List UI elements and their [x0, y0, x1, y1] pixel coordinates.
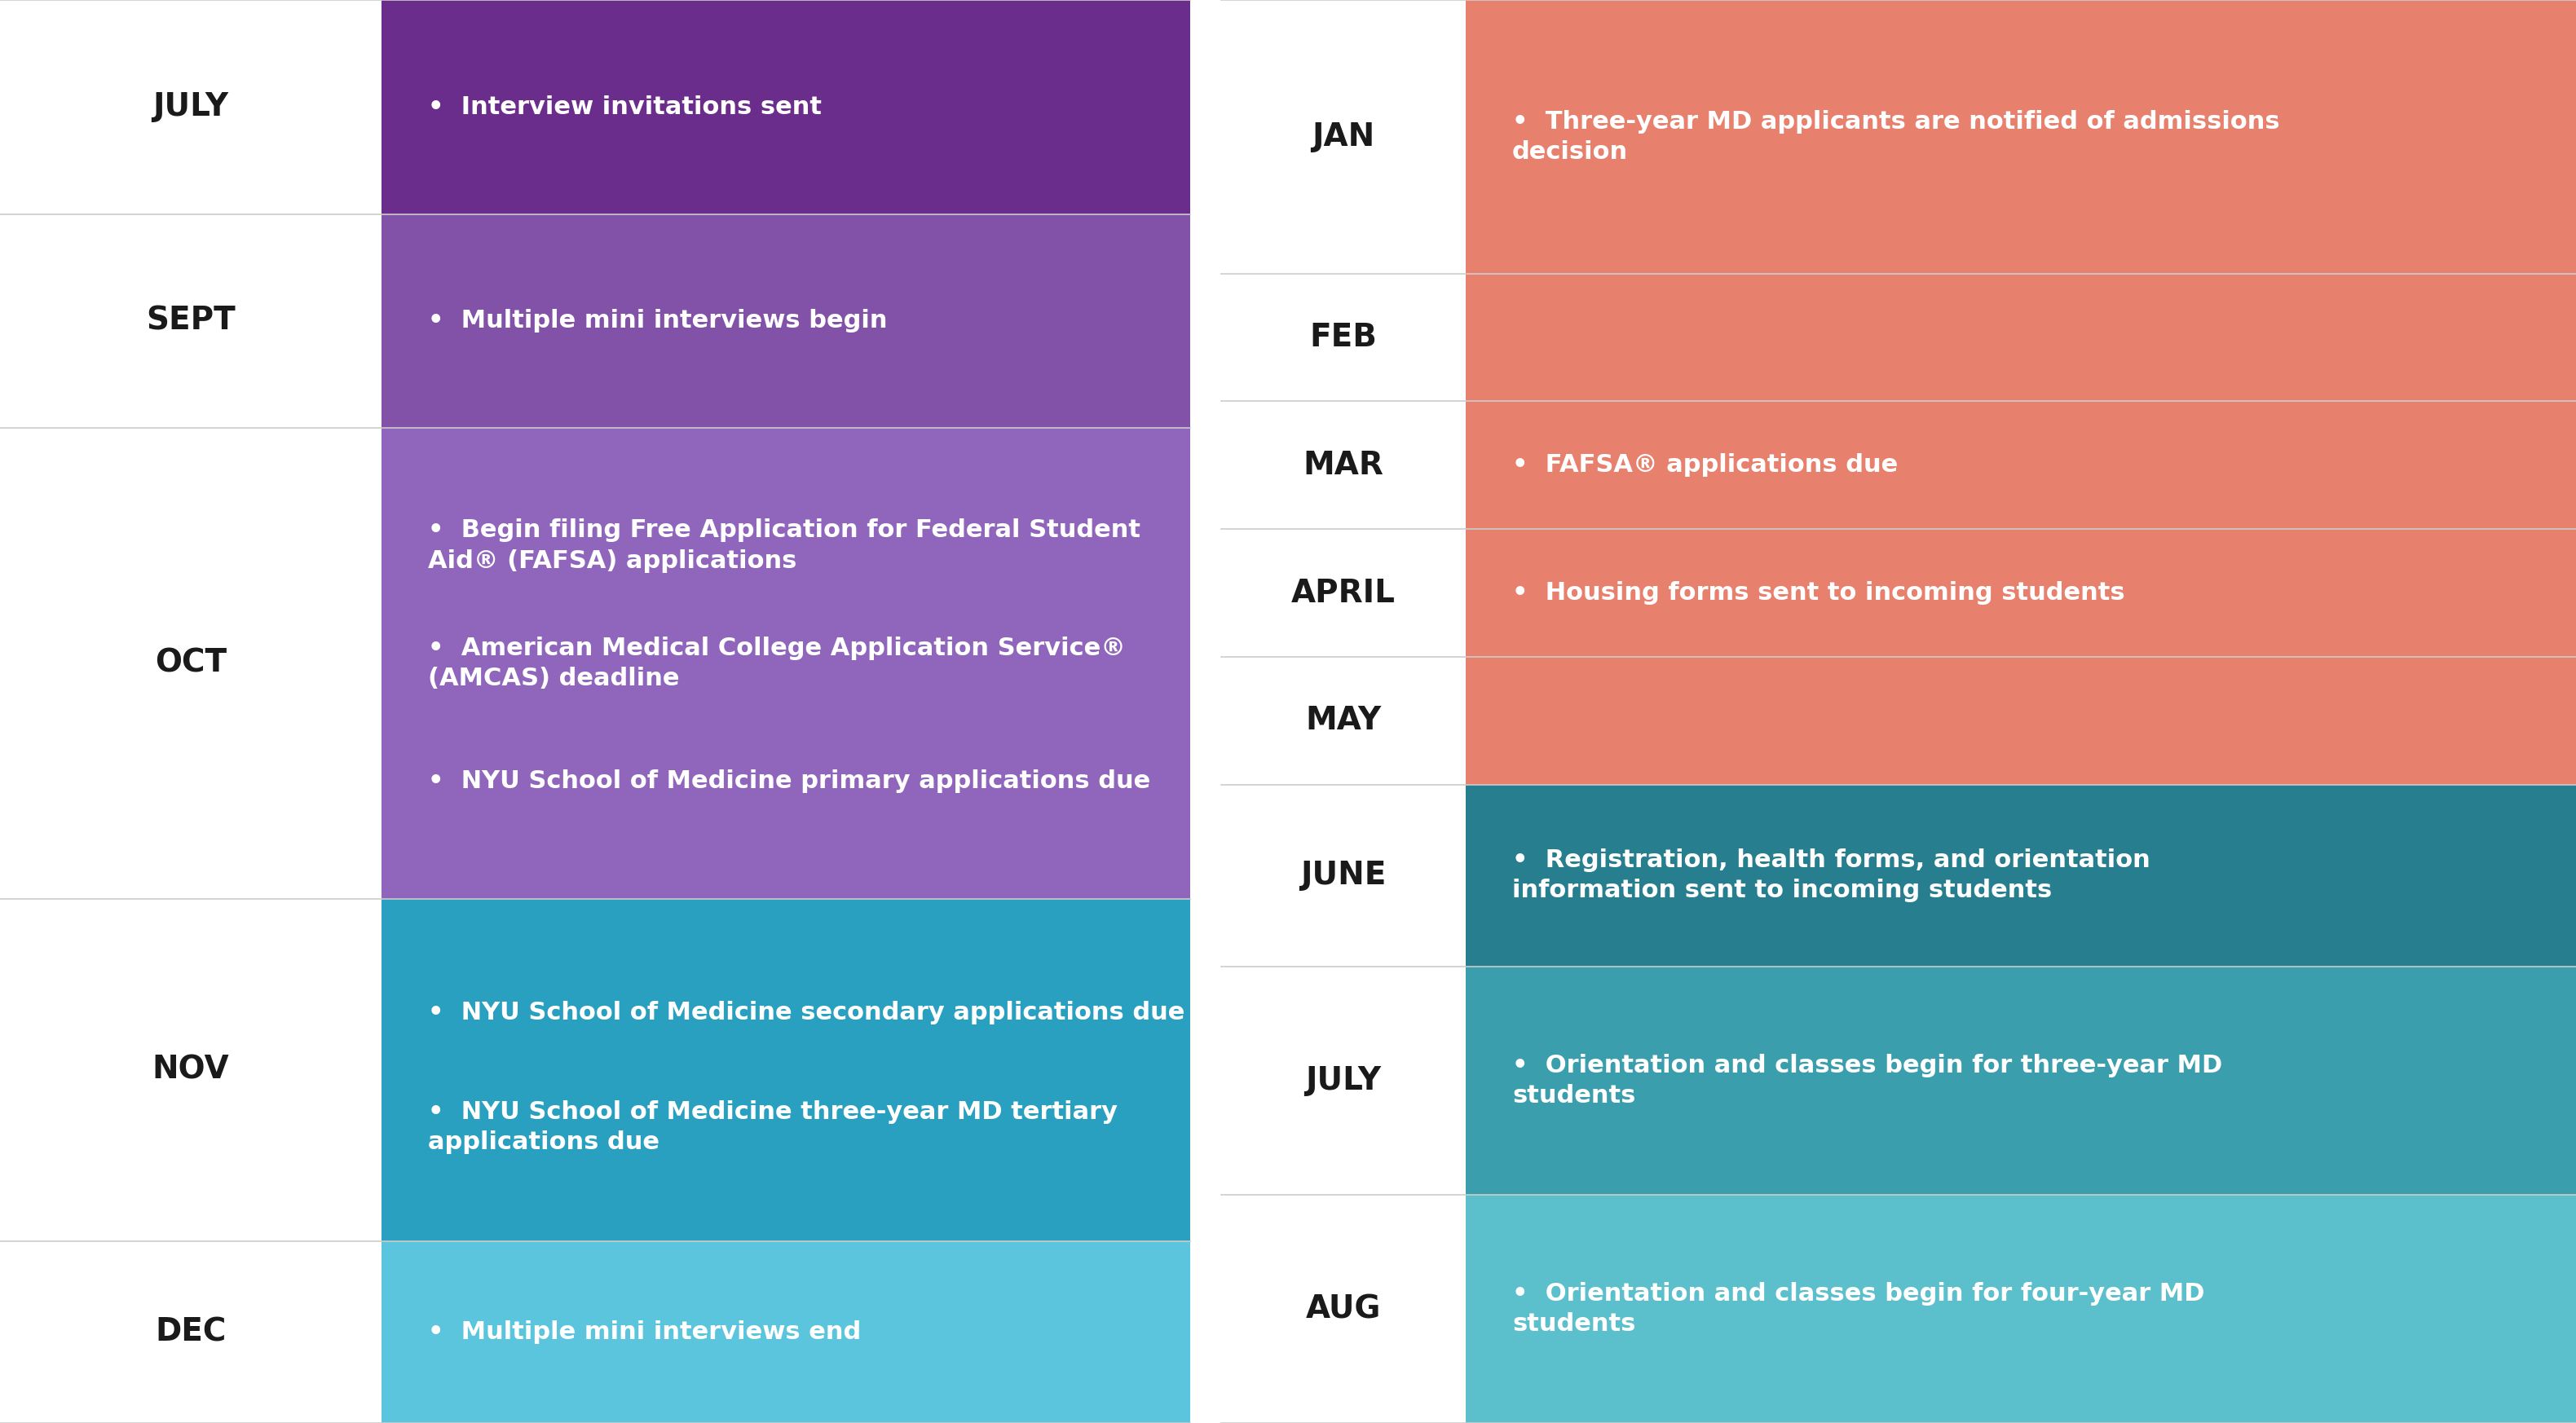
Bar [0, 899, 381, 1241]
Bar [1466, 273, 2576, 401]
Text: •  Begin filing Free Application for Federal Student
Aid® (FAFSA) applications: • Begin filing Free Application for Fede… [428, 519, 1141, 572]
Text: •  Three-year MD applicants are notified of admissions
decision: • Three-year MD applicants are notified … [1512, 110, 2280, 164]
Text: •  Orientation and classes begin for four-year MD
students: • Orientation and classes begin for four… [1512, 1282, 2205, 1336]
Text: •  Housing forms sent to incoming students: • Housing forms sent to incoming student… [1512, 581, 2125, 605]
Bar [381, 428, 1190, 899]
Text: •  NYU School of Medicine three-year MD tertiary
applications due: • NYU School of Medicine three-year MD t… [428, 1100, 1118, 1154]
Text: •  NYU School of Medicine secondary applications due: • NYU School of Medicine secondary appli… [428, 1000, 1185, 1025]
Bar [1221, 966, 1466, 1195]
Text: JUNE: JUNE [1301, 861, 1386, 891]
Bar [1221, 273, 1466, 401]
Text: •  Orientation and classes begin for three-year MD
students: • Orientation and classes begin for thre… [1512, 1054, 2223, 1109]
Bar [1466, 401, 2576, 529]
Bar [1221, 0, 1466, 273]
Bar [381, 213, 1190, 428]
Text: NOV: NOV [152, 1054, 229, 1086]
Text: DEC: DEC [155, 1316, 227, 1348]
Bar [1221, 784, 1466, 966]
Text: •  NYU School of Medicine primary applications due: • NYU School of Medicine primary applica… [428, 770, 1149, 793]
Text: JAN: JAN [1311, 121, 1376, 152]
Text: •  FAFSA® applications due: • FAFSA® applications due [1512, 454, 1899, 477]
Text: SEPT: SEPT [147, 306, 234, 336]
Bar [381, 1241, 1190, 1423]
Text: OCT: OCT [155, 647, 227, 679]
Bar [1466, 1195, 2576, 1423]
Text: JULY: JULY [1306, 1066, 1381, 1096]
Text: •  Multiple mini interviews begin: • Multiple mini interviews begin [428, 309, 886, 333]
Text: •  American Medical College Application Service®
(AMCAS) deadline: • American Medical College Application S… [428, 636, 1126, 690]
Bar [0, 0, 381, 213]
Bar [0, 1241, 381, 1423]
Bar [1221, 657, 1466, 784]
Bar [1466, 657, 2576, 784]
Text: MAR: MAR [1303, 450, 1383, 481]
Bar [0, 428, 381, 899]
Bar [1466, 784, 2576, 966]
Text: AUG: AUG [1306, 1294, 1381, 1325]
Text: JULY: JULY [152, 91, 229, 122]
Bar [381, 899, 1190, 1241]
Text: MAY: MAY [1306, 706, 1381, 736]
Text: •  Multiple mini interviews end: • Multiple mini interviews end [428, 1321, 860, 1343]
Bar [1221, 401, 1466, 529]
Bar [1466, 529, 2576, 657]
Text: FEB: FEB [1309, 322, 1378, 353]
Text: •  Interview invitations sent: • Interview invitations sent [428, 95, 822, 118]
Bar [0, 213, 381, 428]
Bar [381, 0, 1190, 213]
Bar [1466, 0, 2576, 273]
Bar [1221, 1195, 1466, 1423]
Bar [1466, 966, 2576, 1195]
Text: APRIL: APRIL [1291, 578, 1396, 609]
Bar [1221, 529, 1466, 657]
Text: •  Registration, health forms, and orientation
information sent to incoming stud: • Registration, health forms, and orient… [1512, 848, 2151, 902]
